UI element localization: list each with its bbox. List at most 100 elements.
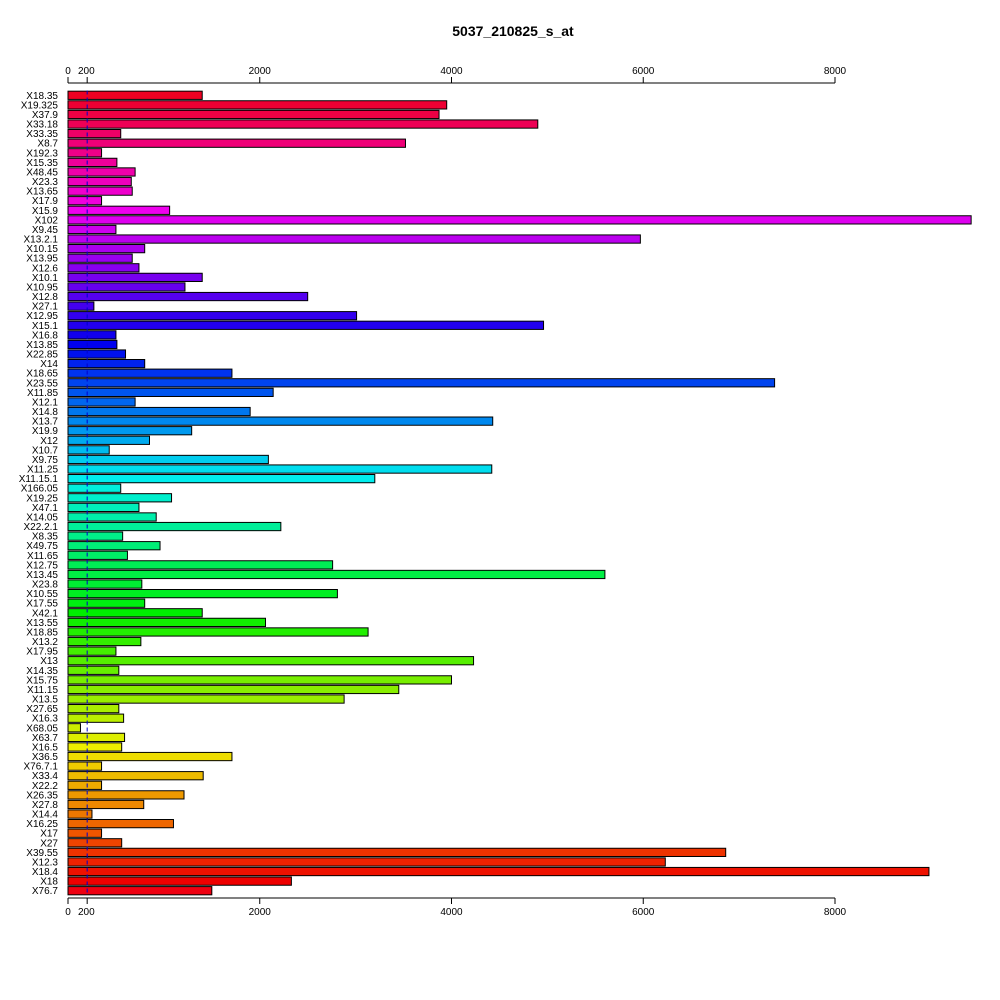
bar-X9.45 [67, 224, 117, 235]
bar-X15.1 [67, 320, 545, 330]
bar-X192.3 [67, 148, 103, 158]
bar-X27.65 [67, 704, 120, 714]
category-label: X14.35 [26, 666, 58, 677]
x-axis-bottom: 0 200 2000 4000 6000 8000 [65, 897, 847, 918]
bar-X36.5 [67, 751, 233, 762]
bar-X18.85 [67, 627, 369, 637]
bar-X16.5 [67, 742, 123, 752]
category-label: X37.9 [32, 110, 59, 121]
bar-X12.75 [67, 560, 334, 570]
bar-X17.95 [67, 646, 117, 656]
bar-X16.8 [67, 330, 117, 340]
category-label: X14 [40, 359, 58, 370]
category-label: X11.15 [27, 685, 58, 696]
x-tick-label: 200 [78, 907, 95, 918]
category-label: X26.35 [26, 790, 58, 801]
category-label: X18.85 [26, 627, 58, 638]
bar-X18.65 [67, 368, 233, 378]
category-label: X13.55 [26, 618, 58, 629]
category-label: X13.85 [26, 340, 58, 351]
category-label: X11.25 [27, 465, 58, 476]
category-label: X18.65 [26, 369, 58, 380]
category-label: X13.2.1 [24, 235, 59, 246]
bar-X17.9 [67, 196, 103, 206]
category-label: X13.5 [32, 695, 59, 706]
bar-X26.35 [67, 790, 185, 800]
category-label: X13.95 [26, 254, 58, 265]
bar-X48.45 [67, 167, 136, 177]
category-label: X8.35 [32, 532, 59, 543]
category-label: X18 [40, 877, 58, 888]
bar-X22.85 [67, 349, 127, 359]
bar-X33.35 [67, 129, 122, 139]
category-label: X15.75 [26, 675, 58, 686]
category-label: X17 [40, 829, 58, 840]
bar-X11.25 [67, 464, 493, 474]
bar-X39.55 [67, 847, 727, 857]
bar-X76.7 [67, 886, 213, 896]
bar-X33.4 [67, 771, 204, 781]
bar-X12.3 [67, 857, 666, 867]
bars-group [67, 90, 972, 896]
bar-X47.1 [67, 502, 140, 512]
category-label: X15.9 [32, 206, 59, 217]
bar-X12.1 [67, 397, 136, 407]
bar-X13.95 [67, 253, 133, 263]
bar-X68.05 [67, 723, 81, 733]
chart-title: 5037_210825_s_at [452, 23, 574, 39]
category-label: X12.75 [26, 560, 58, 571]
bar-X14.8 [67, 406, 251, 417]
bar-X11.65 [67, 550, 128, 560]
category-label: X33.4 [32, 771, 59, 782]
bar-X14.35 [67, 665, 120, 675]
bar-X16.25 [67, 819, 174, 829]
x-axis-top: 0 200 2000 4000 6000 8000 [65, 66, 847, 84]
category-label: X18.4 [32, 867, 59, 878]
bar-X12.95 [67, 311, 358, 321]
x-tick-label: 2000 [249, 907, 272, 918]
category-label: X68.05 [26, 723, 58, 734]
bar-X19.25 [67, 493, 173, 503]
bar-X8.35 [67, 531, 124, 541]
bar-X27.1 [67, 301, 95, 311]
category-label: X12.6 [32, 263, 59, 274]
bar-X10.15 [67, 244, 146, 254]
category-label: X16.3 [32, 714, 59, 725]
bar-X27 [67, 838, 123, 848]
bar-X11.15.1 [67, 474, 376, 484]
category-label: X22.2.1 [24, 522, 59, 533]
category-label: X47.1 [32, 503, 59, 514]
category-label: X22.2 [32, 781, 59, 792]
bar-X13.5 [67, 694, 345, 704]
category-label: X33.18 [26, 120, 58, 131]
category-label: X17.95 [26, 647, 58, 658]
x-tick-label: 6000 [632, 907, 655, 918]
category-label: X12 [40, 436, 58, 447]
category-label: X63.7 [32, 733, 59, 744]
category-label: X13.2 [32, 637, 59, 648]
x-tick-label: 2000 [249, 66, 272, 77]
x-tick-label: 0 [65, 66, 71, 77]
category-label: X27.8 [32, 800, 59, 811]
x-tick-label: 4000 [440, 907, 463, 918]
bar-X18.4 [67, 866, 930, 877]
category-label: X13.45 [26, 570, 58, 581]
category-labels: X18.35X19.325X37.9X33.18X33.35X8.7X192.3… [19, 91, 59, 897]
bar-X13 [67, 656, 475, 666]
bar-X12.6 [67, 263, 140, 273]
category-label: X12.1 [32, 397, 59, 408]
bar-X17 [67, 828, 103, 838]
category-label: X42.1 [32, 608, 59, 619]
bar-X12.8 [67, 291, 309, 302]
bar-X49.75 [67, 541, 161, 551]
category-label: X12.95 [26, 311, 58, 322]
x-tick-label: 8000 [824, 66, 847, 77]
bar-X10.95 [67, 282, 186, 292]
category-label: X27.65 [26, 704, 58, 715]
category-label: X14.05 [26, 512, 58, 523]
x-tick-label: 6000 [632, 66, 655, 77]
bar-X13.45 [67, 569, 606, 580]
x-tick-label: 4000 [440, 66, 463, 77]
